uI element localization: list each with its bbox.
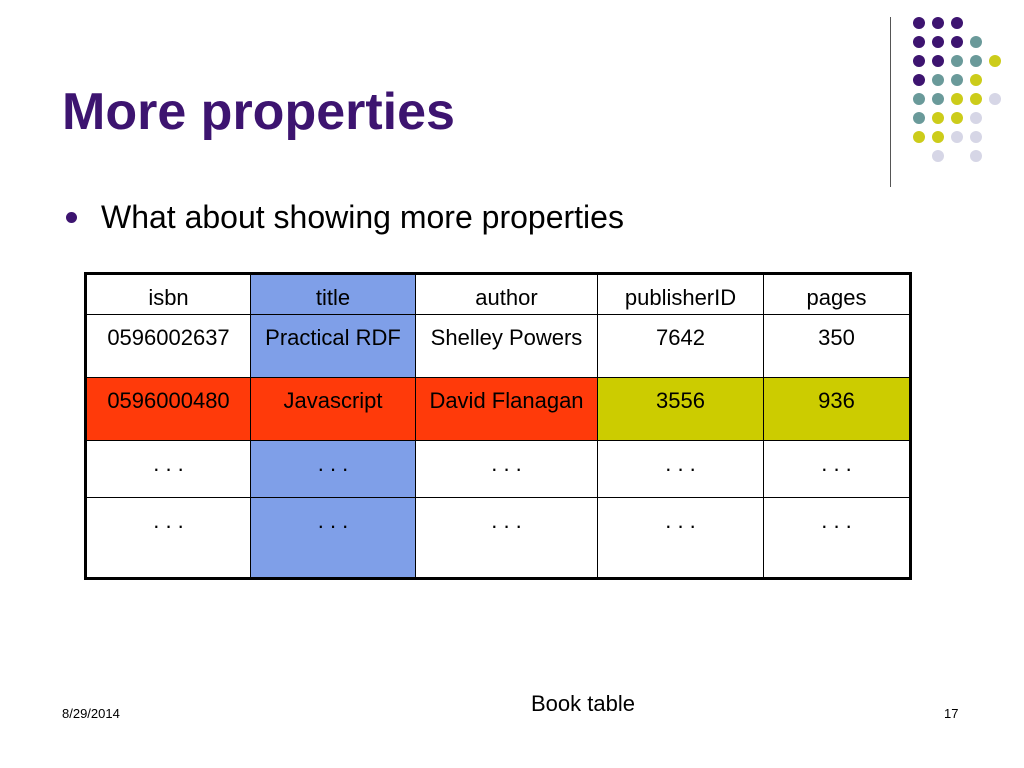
column-header-author: author xyxy=(415,273,598,315)
footer-page-number: 17 xyxy=(944,706,959,721)
table-cell-author: . . . xyxy=(415,440,598,498)
table-cell-isbn: . . . xyxy=(85,440,251,498)
bullet-dot-icon xyxy=(66,212,77,223)
table-caption: Book table xyxy=(531,691,635,716)
table-cell-pages: 936 xyxy=(763,377,911,441)
table-cell-publisherid: . . . xyxy=(597,497,764,579)
table-cell-title: Javascript xyxy=(250,377,416,441)
table-cell-title: Practical RDF xyxy=(250,314,416,378)
table-cell-author: Shelley Powers xyxy=(415,314,598,378)
table-cell-pages: 350 xyxy=(763,314,911,378)
bullet-item: What about showing more properties xyxy=(66,199,624,236)
table-cell-isbn: 0596000480 xyxy=(85,377,251,441)
column-header-pages: pages xyxy=(763,273,911,315)
table-row: 0596002637 Practical RDF Shelley Powers … xyxy=(85,314,911,378)
title-divider-line xyxy=(890,17,891,187)
table-cell-pages: . . . xyxy=(763,497,911,579)
column-header-isbn: isbn xyxy=(85,273,251,315)
footer-date: 8/29/2014 xyxy=(62,706,120,721)
table-cell-isbn: . . . xyxy=(85,497,251,579)
bullet-text: What about showing more properties xyxy=(101,199,624,235)
table-cell-author: David Flanagan xyxy=(415,377,598,441)
table-cell-author: . . . xyxy=(415,497,598,579)
table-cell-title: . . . xyxy=(250,497,416,579)
column-header-publisherid: publisherID xyxy=(597,273,764,315)
table-cell-publisherid: . . . xyxy=(597,440,764,498)
table-row-highlighted: 0596000480 Javascript David Flanagan 355… xyxy=(85,377,911,441)
table-cell-title: . . . xyxy=(250,440,416,498)
table-cell-pages: . . . xyxy=(763,440,911,498)
table-cell-isbn: 0596002637 xyxy=(85,314,251,378)
table-row: . . . . . . . . . . . . . . . xyxy=(85,440,911,498)
slide-title: More properties xyxy=(62,83,455,141)
table-cell-publisherid: 7642 xyxy=(597,314,764,378)
table-cell-publisherid: 3556 xyxy=(597,377,764,441)
table-row: . . . . . . . . . . . . . . . xyxy=(85,497,911,579)
book-table: isbn title author publisherID pages 0596… xyxy=(84,272,912,580)
table-header-row: isbn title author publisherID pages xyxy=(85,273,911,315)
column-header-title: title xyxy=(250,273,416,315)
